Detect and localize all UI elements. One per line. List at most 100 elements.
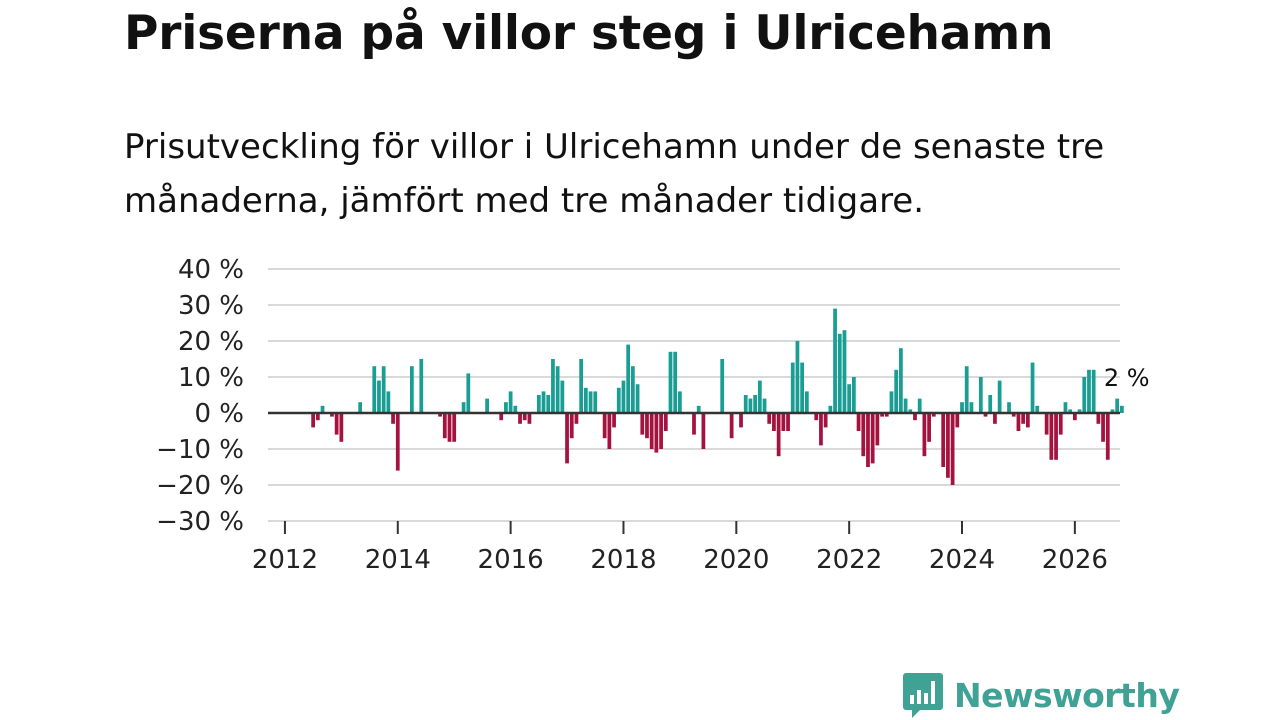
bar <box>339 413 344 442</box>
bar <box>823 413 828 428</box>
bar <box>560 380 565 413</box>
bar <box>1054 413 1058 460</box>
bar <box>781 413 786 431</box>
bar <box>1120 405 1124 413</box>
bar <box>654 413 659 453</box>
bar <box>508 391 513 413</box>
bar <box>330 413 334 417</box>
bar <box>842 330 847 413</box>
bar <box>739 413 743 428</box>
bar <box>922 413 927 457</box>
bar <box>579 359 584 413</box>
y-axis-labels: 40 % 30 % 20 % 10 % 0 % −10 % −20 % −30 % <box>156 255 244 537</box>
bar <box>419 359 424 413</box>
bar <box>358 402 363 413</box>
bar <box>776 413 781 457</box>
gridlines <box>268 268 1120 522</box>
chart-subtitle: Prisutveckling för villor i Ulricehamn u… <box>124 127 1105 221</box>
bar <box>903 398 908 413</box>
bar <box>1087 369 1091 413</box>
y-tick-label: 20 % <box>178 327 244 357</box>
bar <box>659 413 663 449</box>
bar <box>485 398 489 413</box>
bar <box>607 413 612 449</box>
y-tick-label: −30 % <box>156 507 244 537</box>
bar <box>630 366 635 413</box>
x-tick-label: 2014 <box>365 545 431 575</box>
bar <box>602 413 607 439</box>
bar <box>790 362 795 413</box>
bar <box>875 413 880 446</box>
bar <box>527 413 532 424</box>
bar <box>1068 409 1073 413</box>
bar <box>513 405 518 413</box>
bar <box>837 333 842 413</box>
bar <box>551 359 555 413</box>
x-tick-label: 2026 <box>1042 545 1108 575</box>
bar <box>960 402 964 413</box>
bar <box>569 413 574 439</box>
newsworthy-logo-text: Newsworthy <box>954 675 1180 715</box>
bar <box>978 377 983 413</box>
latest-value-annotation: 2 % <box>1104 364 1150 392</box>
bar <box>692 413 696 435</box>
bar <box>395 413 400 471</box>
bar <box>640 413 645 435</box>
bar <box>442 413 447 439</box>
bar <box>315 413 320 421</box>
bar <box>1007 402 1011 413</box>
bar <box>1025 413 1030 428</box>
bar <box>1030 362 1035 413</box>
bar <box>1072 413 1077 421</box>
x-axis: 2012 2014 2016 2018 2020 2022 2024 2026 <box>252 521 1108 575</box>
bar <box>856 413 861 431</box>
bar <box>696 405 701 413</box>
bar <box>574 413 579 424</box>
bar <box>757 380 762 413</box>
x-tick-label: 2016 <box>478 545 544 575</box>
bar <box>748 398 753 413</box>
bar <box>1049 413 1054 460</box>
bar <box>964 366 969 413</box>
bar <box>908 409 913 413</box>
bar <box>1063 402 1068 413</box>
bar <box>988 395 993 413</box>
bar <box>649 413 654 449</box>
bar <box>320 405 325 413</box>
bar <box>588 391 593 413</box>
bar <box>612 413 616 428</box>
bar <box>913 413 917 421</box>
bar <box>720 359 725 413</box>
bar <box>518 413 522 424</box>
bar <box>955 413 960 428</box>
bar <box>804 391 809 413</box>
bar <box>1115 398 1120 413</box>
bar <box>899 348 903 413</box>
bar <box>997 380 1002 413</box>
x-tick-label: 2018 <box>590 545 656 575</box>
bar <box>800 362 805 413</box>
bar <box>678 391 682 413</box>
x-tick-label: 2020 <box>703 545 769 575</box>
bar <box>565 413 569 464</box>
bar <box>1044 413 1049 435</box>
bar <box>762 398 767 413</box>
bar <box>391 413 395 424</box>
bar <box>1011 413 1016 417</box>
bar <box>880 413 884 417</box>
bar <box>452 413 457 442</box>
bar <box>616 387 621 413</box>
bar <box>833 308 837 413</box>
bar <box>635 384 640 413</box>
bar <box>1035 405 1040 413</box>
bar <box>1058 413 1063 435</box>
bar <box>983 413 988 417</box>
bar <box>645 413 649 439</box>
bar <box>1016 413 1021 431</box>
bar <box>377 380 381 413</box>
bar <box>884 413 889 417</box>
bar <box>993 413 997 424</box>
y-tick-label: 30 % <box>178 291 244 321</box>
bar <box>701 413 706 449</box>
bar <box>795 341 800 413</box>
